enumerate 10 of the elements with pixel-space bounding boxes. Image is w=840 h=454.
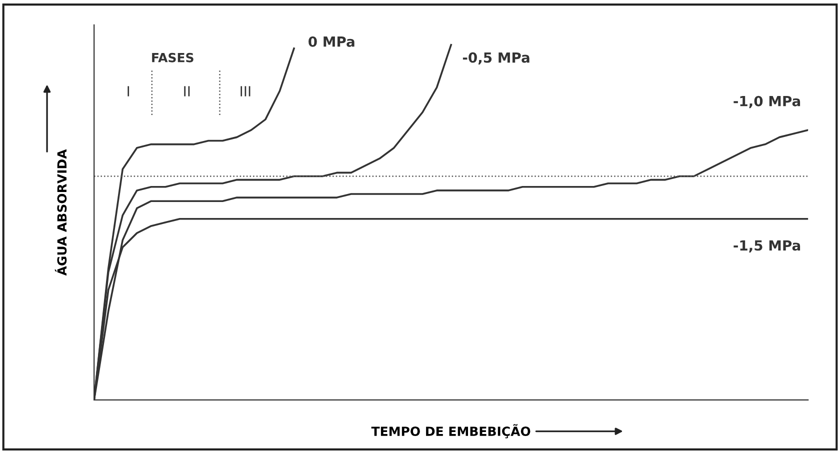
annotation: II xyxy=(184,86,190,96)
x-axis-title: TEMPO DE EMBEBIÇÃO xyxy=(371,424,530,438)
y-axis-title: ÁGUA ABSORVIDA xyxy=(54,149,67,276)
series-label: -1,5 MPa xyxy=(734,240,800,252)
series-label: -0,5 MPa xyxy=(462,52,530,65)
annotation: FASES xyxy=(152,52,194,62)
annotation: I xyxy=(128,86,130,96)
series-label: 0 MPa xyxy=(308,36,354,47)
annotation: III xyxy=(240,86,250,96)
series-label: -1,0 MPa xyxy=(734,96,800,108)
